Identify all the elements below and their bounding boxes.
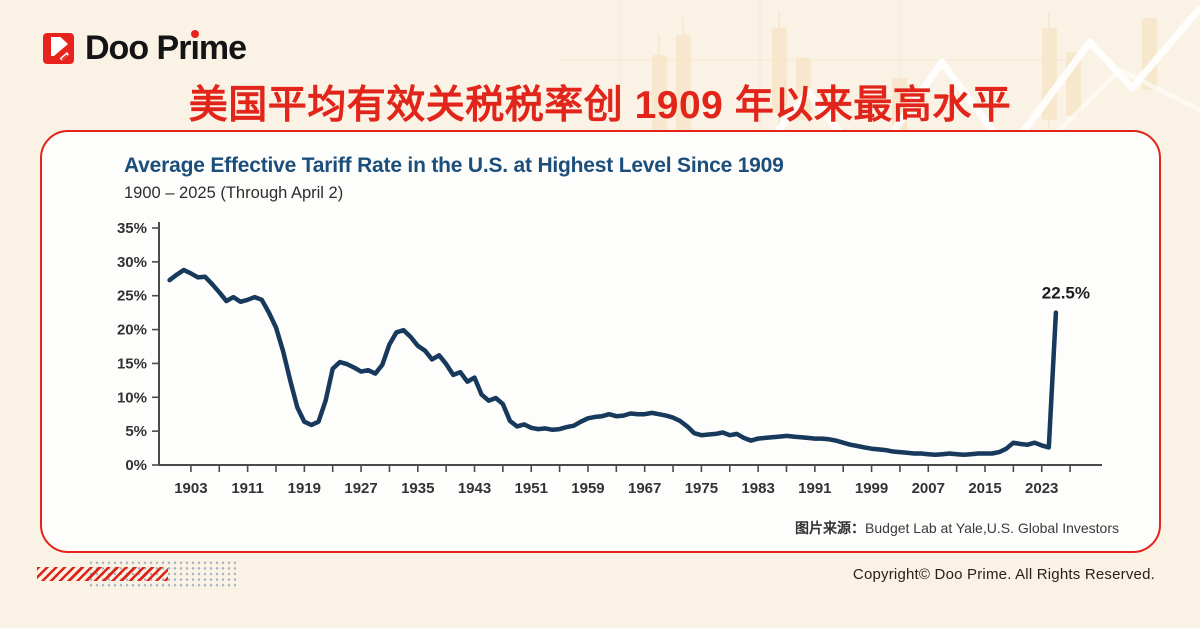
- y-axis-label: 25%: [117, 288, 147, 305]
- chart-subtitle: 1900 – 2025 (Through April 2): [124, 184, 344, 202]
- x-axis-label: 1951: [515, 480, 548, 497]
- tariff-rate-line: [167, 267, 1059, 458]
- x-axis-label: 1991: [798, 480, 831, 497]
- x-axis-label: 1903: [174, 480, 207, 497]
- brand-logo: Doo Prime: [43, 29, 247, 67]
- y-axis-label: 10%: [117, 389, 147, 406]
- x-axis-label: 2007: [912, 480, 945, 497]
- source-label: 图片来源：: [795, 520, 866, 536]
- image-source: 图片来源：Budget Lab at Yale,U.S. Global Inve…: [795, 518, 1119, 538]
- doo-prime-logo-icon: [43, 32, 74, 64]
- chart-card: Average Effective Tariff Rate in the U.S…: [40, 130, 1161, 553]
- x-axis-label: 1927: [344, 480, 377, 497]
- page-title: 美国平均有效关税税率创 1909 年以来最高水平: [188, 84, 1012, 127]
- brand-name-i-red-dot: i: [190, 29, 200, 67]
- x-axis-label: 2023: [1025, 480, 1058, 497]
- y-axis-label: 0%: [125, 457, 147, 474]
- source-value: Budget Lab at Yale,U.S. Global Investors: [865, 520, 1119, 536]
- y-axis-label: 15%: [117, 355, 147, 372]
- y-axis-label: 35%: [117, 220, 147, 237]
- brand-name: Doo Prime: [85, 29, 247, 67]
- x-axis-label: 2015: [968, 480, 1001, 497]
- x-axis-label: 1959: [571, 480, 604, 497]
- peak-annotation: 22.5%: [1042, 284, 1090, 303]
- tariff-line-chart: 0% 5% 10% 15% 20% 25% 30% 35% 1903 1911 1919 1927 19…: [117, 220, 1102, 497]
- x-axis-label: 1919: [288, 480, 321, 497]
- copyright-text: Copyright© Doo Prime. All Rights Reserve…: [852, 566, 1155, 583]
- x-axis-label: 1967: [628, 480, 661, 497]
- brand-name-part: Doo Pr: [85, 29, 191, 67]
- x-axis-label: 1935: [401, 480, 434, 497]
- chart-title: Average Effective Tariff Rate in the U.S…: [124, 154, 784, 177]
- x-axis-label: 1999: [855, 480, 888, 497]
- x-axis-label: 1983: [741, 480, 774, 497]
- x-axis-label: 1975: [685, 480, 718, 497]
- y-axis-label: 20%: [117, 322, 147, 339]
- y-axis-label: 30%: [117, 254, 147, 271]
- brand-name-part: me: [198, 29, 247, 67]
- x-axis-label: 1911: [231, 480, 264, 497]
- x-axis-label: 1943: [458, 480, 491, 497]
- footer-stripes-decoration: [37, 567, 168, 581]
- y-axis-label: 5%: [125, 423, 147, 440]
